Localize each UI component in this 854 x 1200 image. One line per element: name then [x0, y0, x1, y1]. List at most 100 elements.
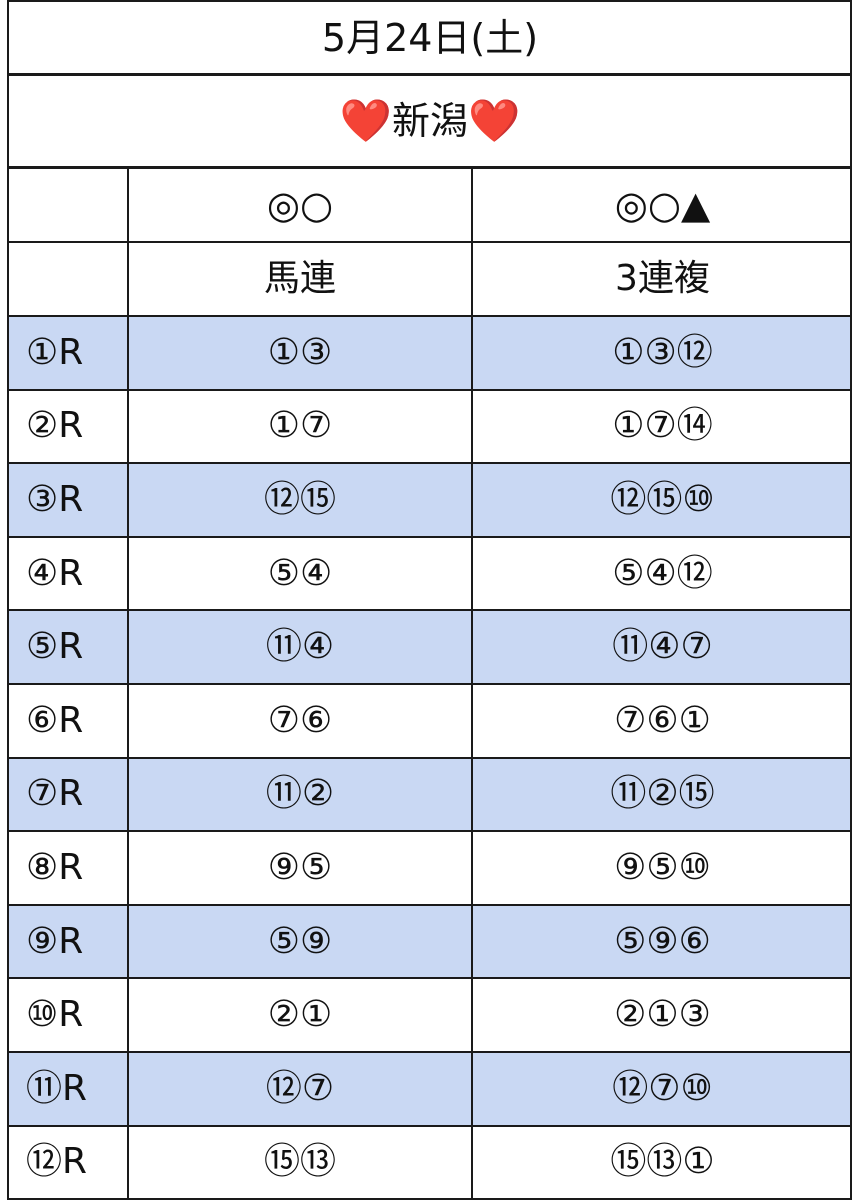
col2-bet-type: 3連複 — [615, 258, 710, 299]
sanrenpuku-pick-cell: ⑤⑨⑥ — [473, 906, 852, 978]
sanrenpuku-pick-cell: ①③⑫ — [473, 317, 852, 389]
grid-row-line — [7, 389, 852, 391]
grid-row-line — [7, 683, 852, 685]
race-number-cell: ①R — [8, 317, 128, 389]
grid-row-line — [7, 977, 852, 979]
grid-column-line — [850, 0, 852, 1200]
sanrenpuku-pick: ⑫⑦⑩ — [612, 1067, 713, 1109]
grid-row-line — [7, 536, 852, 538]
sanrenpuku-pick: ①⑦⑭ — [612, 405, 713, 447]
race-number-cell: ⑧R — [8, 832, 128, 904]
race-number: ⑪R — [26, 1067, 88, 1109]
race-number-cell: ⑦R — [8, 759, 128, 831]
row-shade — [8, 317, 852, 389]
date-title-cell: 5月24日(土) — [8, 2, 852, 73]
race-number-cell: ⑥R — [8, 685, 128, 757]
grid-row-line — [7, 166, 852, 169]
umaren-pick: ①③ — [267, 331, 333, 373]
header-type-col1: 馬連 — [129, 243, 471, 315]
umaren-pick: ⑪④ — [265, 626, 335, 668]
grid-row-line — [7, 609, 852, 611]
sanrenpuku-pick: ①③⑫ — [612, 331, 713, 373]
header-marks-col1: ◎○ — [129, 169, 471, 241]
umaren-pick-cell: ⑦⑥ — [129, 685, 471, 757]
grid-row-line — [7, 462, 852, 464]
grid-column-line — [127, 166, 129, 1200]
grid-row-line — [7, 830, 852, 832]
race-number: ②R — [26, 405, 84, 447]
race-number-cell: ⑪R — [8, 1053, 128, 1125]
umaren-pick-cell: ⑮⑬ — [129, 1127, 471, 1199]
race-number-cell: ②R — [8, 391, 128, 463]
grid-row-line — [7, 757, 852, 759]
col1-bet-type: 馬連 — [263, 258, 336, 299]
sanrenpuku-pick-cell: ⑫⑮⑩ — [473, 464, 852, 536]
sanrenpuku-pick-cell: ⑫⑦⑩ — [473, 1053, 852, 1125]
grid-column-line — [7, 0, 9, 1200]
sanrenpuku-pick-cell: ⑪④⑦ — [473, 611, 852, 683]
umaren-pick-cell: ①③ — [129, 317, 471, 389]
umaren-pick: ⑫⑮ — [263, 478, 336, 520]
umaren-pick-cell: ⑤⑨ — [129, 906, 471, 978]
row-shade — [8, 1053, 852, 1125]
venue-cell: ❤️ 新潟 ❤️ — [8, 75, 852, 167]
sanrenpuku-pick-cell: ⑪②⑮ — [473, 759, 852, 831]
umaren-pick: ②① — [267, 994, 333, 1036]
sanrenpuku-pick: ⑦⑥① — [614, 699, 711, 741]
col2-marks: ◎○▲ — [614, 183, 711, 227]
grid-row-line — [7, 0, 852, 2]
sanrenpuku-pick-cell: ②①③ — [473, 979, 852, 1051]
header-marks-col2: ◎○▲ — [473, 169, 852, 241]
header-type-col2: 3連複 — [473, 243, 852, 315]
row-shade — [8, 905, 852, 978]
sanrenpuku-pick: ⑤④⑫ — [612, 552, 713, 594]
umaren-pick-cell: ⑪④ — [129, 611, 471, 683]
grid-row-line — [7, 1125, 852, 1127]
grid-row-line — [7, 315, 852, 317]
grid-column-line — [471, 166, 473, 1200]
sanrenpuku-pick: ⑪②⑮ — [610, 773, 715, 815]
heart-icon-right: ❤️ — [468, 96, 521, 145]
umaren-pick: ⑦⑥ — [267, 699, 333, 741]
umaren-pick: ①⑦ — [267, 405, 333, 447]
umaren-pick-cell: ⑫⑮ — [129, 464, 471, 536]
umaren-pick: ⑨⑤ — [267, 846, 333, 888]
sanrenpuku-pick: ②①③ — [614, 994, 711, 1036]
heart-icon-left: ❤️ — [339, 96, 392, 145]
race-number-cell: ⑤R — [8, 611, 128, 683]
race-number: ⑩R — [26, 994, 84, 1036]
sanrenpuku-pick-cell: ⑮⑬① — [473, 1127, 852, 1199]
sanrenpuku-pick: ⑤⑨⑥ — [614, 920, 711, 962]
race-number: ⑨R — [26, 920, 84, 962]
sanrenpuku-pick: ⑮⑬① — [610, 1141, 715, 1183]
sanrenpuku-pick-cell: ⑦⑥① — [473, 685, 852, 757]
race-number-cell: ⑨R — [8, 906, 128, 978]
sanrenpuku-pick-cell: ①⑦⑭ — [473, 391, 852, 463]
row-shade — [8, 464, 852, 536]
race-number: ③R — [26, 478, 84, 520]
race-number-cell: ③R — [8, 464, 128, 536]
umaren-pick-cell: ①⑦ — [129, 391, 471, 463]
race-number: ④R — [26, 552, 84, 594]
sanrenpuku-pick: ⑫⑮⑩ — [610, 478, 715, 520]
umaren-pick: ⑫⑦ — [265, 1067, 335, 1109]
race-number: ⑦R — [26, 773, 84, 815]
race-number: ⑧R — [26, 846, 84, 888]
race-number: ①R — [26, 331, 84, 373]
sanrenpuku-pick: ⑪④⑦ — [612, 626, 713, 668]
umaren-pick-cell: ⑫⑦ — [129, 1053, 471, 1125]
venue-name: 新潟 — [391, 99, 468, 143]
umaren-pick: ⑮⑬ — [263, 1141, 336, 1183]
grid-row-line — [7, 1051, 852, 1053]
grid-row-line — [7, 904, 852, 906]
umaren-pick-cell: ⑤④ — [129, 538, 471, 610]
grid-row-line — [7, 73, 852, 76]
grid-row-line — [7, 1198, 852, 1200]
umaren-pick-cell: ⑨⑤ — [129, 832, 471, 904]
row-shade — [8, 758, 852, 831]
race-number: ⑤R — [26, 626, 84, 668]
umaren-pick-cell: ⑪② — [129, 759, 471, 831]
sanrenpuku-pick-cell: ⑨⑤⑩ — [473, 832, 852, 904]
row-shade — [8, 611, 852, 683]
sanrenpuku-pick-cell: ⑤④⑫ — [473, 538, 852, 610]
